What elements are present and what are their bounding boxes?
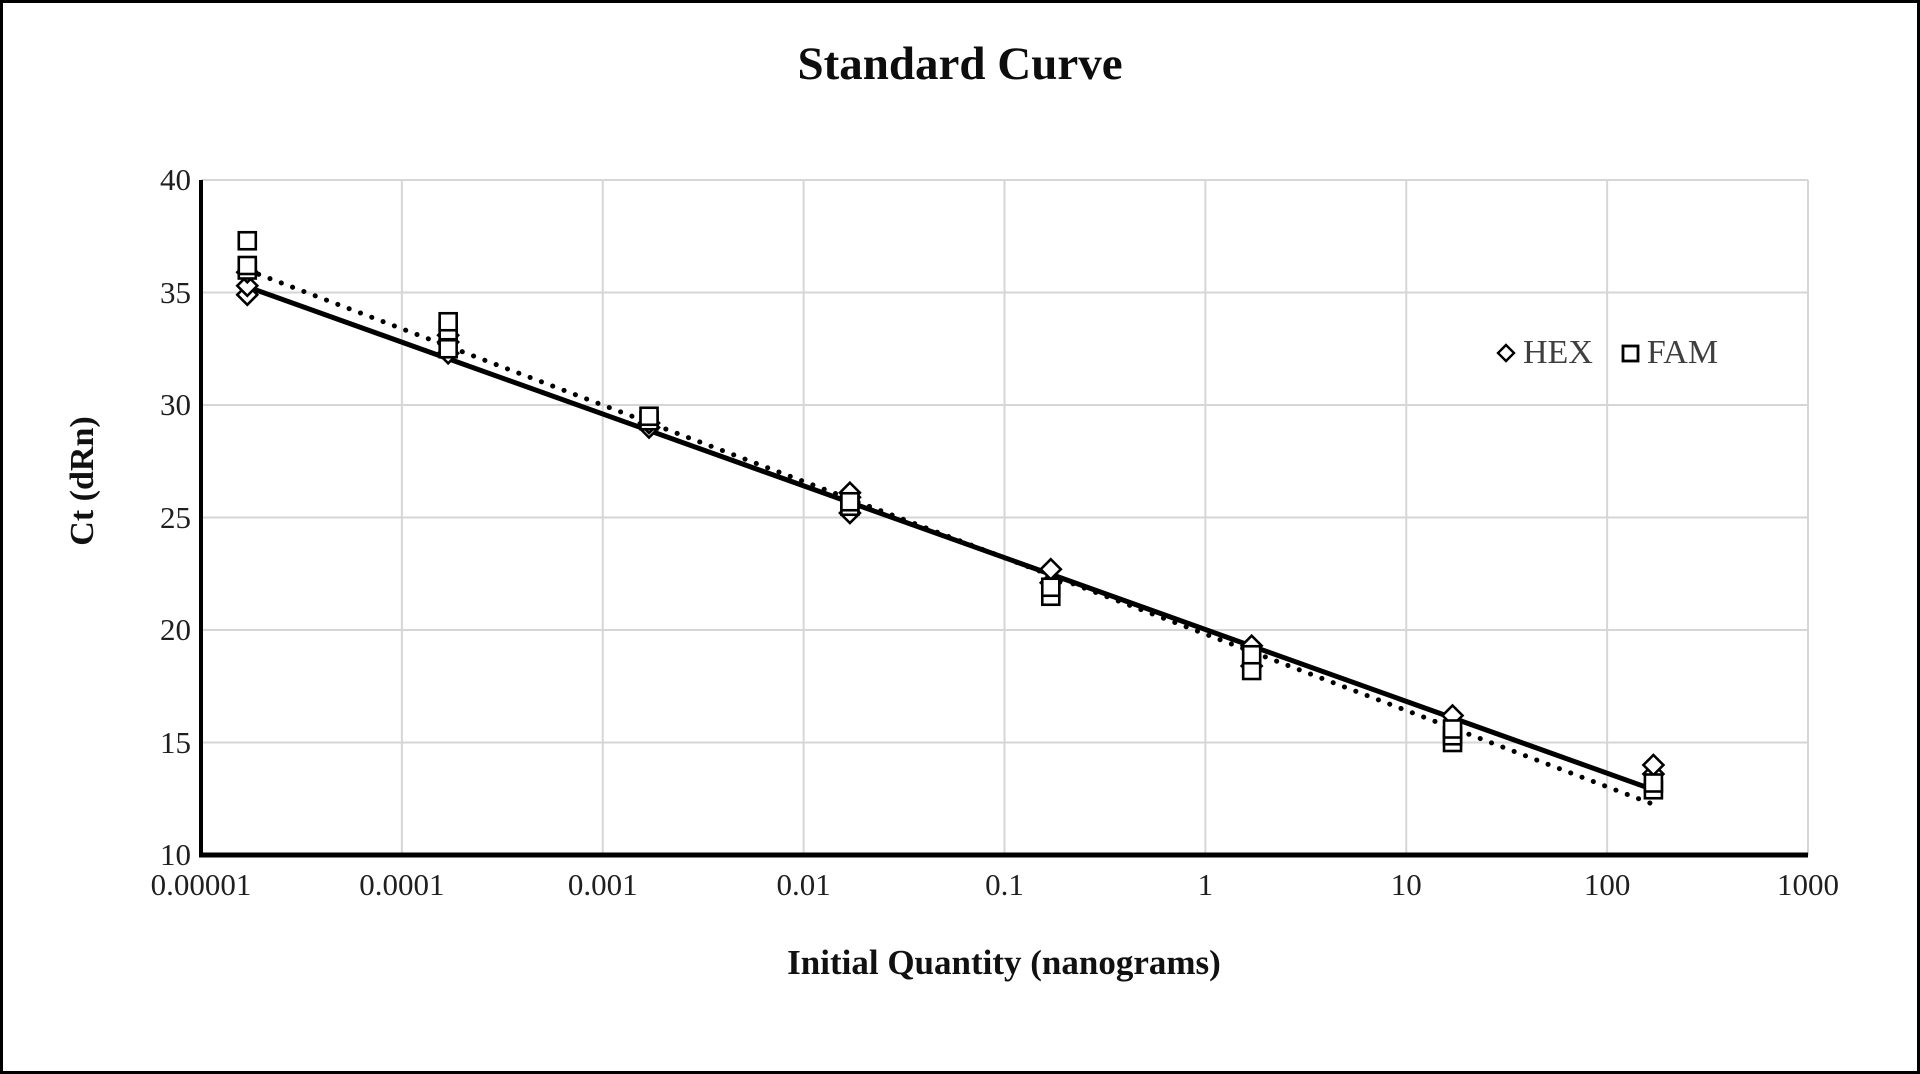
chart-title: Standard Curve [797,38,1123,90]
plot-area [199,179,1809,858]
y-axis-title: Ct (dRn) [64,416,101,546]
fam-marker [1442,719,1463,739]
fam-marker [639,406,659,427]
fam-marker [438,311,458,332]
legend: HEX FAM [1495,334,1718,372]
fam-marker [1040,577,1061,598]
x-tick-label: 0.01 [776,867,831,902]
x-tick-label: 100 [1583,867,1631,902]
square-marker-icon [1621,344,1640,363]
x-tick-label: 1000 [1777,867,1839,902]
legend-item-fam: FAM [1619,334,1718,372]
fam-marker [237,255,258,276]
y-tick-label: 40 [160,162,191,197]
fam-marker [438,338,458,359]
y-tick-label: 15 [160,724,191,760]
fam-marker [840,491,860,512]
y-tick-label: 25 [160,499,191,535]
x-axis-title: Initial Quantity (nanograms) [787,943,1221,982]
y-tick-label: 35 [160,274,191,310]
hex-marker [235,273,260,298]
fam-marker [237,230,258,251]
x-tick-label: 10 [1390,867,1422,902]
legend-label-fam: FAM [1646,334,1719,371]
y-tick-label: 10 [160,837,191,872]
legend-item-hex: HEX [1495,334,1593,372]
x-tick-label: 0.001 [567,867,638,902]
x-tick-label: 0.00001 [150,867,252,902]
diamond-marker-icon [1496,343,1516,363]
fam-marker [1241,644,1262,665]
legend-label-hex: HEX [1523,334,1593,371]
x-tick-label: 0.0001 [359,867,445,902]
x-tick-label: 0.1 [985,867,1024,902]
y-tick-label: 30 [160,387,191,422]
x-tick-label: 1 [1197,867,1214,902]
y-tick-label: 20 [160,612,191,647]
fam-trendline [244,267,1656,807]
fam-marker [1643,773,1664,793]
